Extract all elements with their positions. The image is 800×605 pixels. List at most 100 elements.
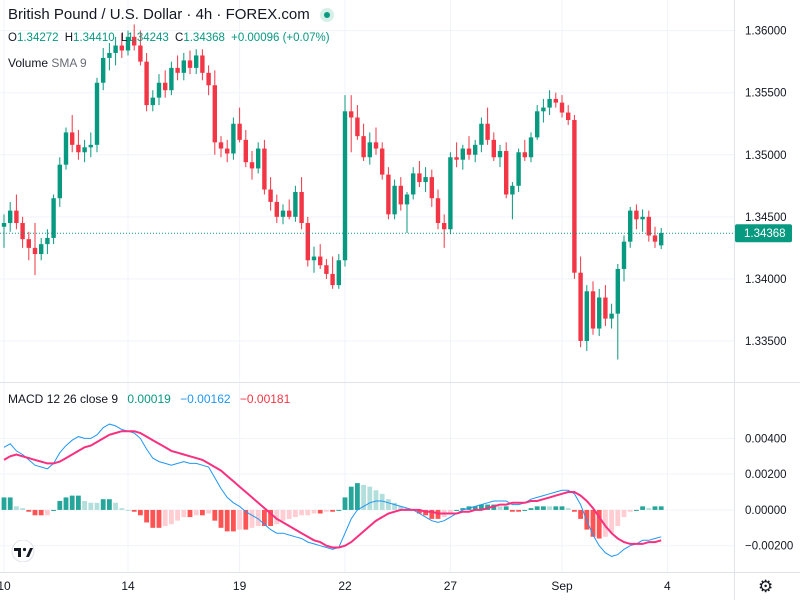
macd-histogram-bar: [336, 509, 342, 511]
macd-histogram-bar: [274, 509, 280, 525]
macd-histogram-bar: [193, 509, 199, 516]
candle: [330, 256, 335, 289]
candle: [187, 50, 193, 75]
time-tick-label: 10: [0, 579, 11, 593]
signal-value: −0.00162: [180, 392, 231, 406]
candle: [1, 214, 7, 248]
macd-histogram-bar: [206, 509, 211, 514]
macd-histogram-bar: [162, 509, 168, 527]
low-label: L: [120, 32, 128, 44]
macd-name: MACD: [8, 392, 44, 406]
candle: [318, 244, 323, 269]
macd-histogram-bar: [528, 508, 534, 510]
macd-histogram-bar: [479, 504, 484, 510]
macd-histogram-bar: [497, 506, 503, 510]
macd-histogram-bar: [646, 508, 652, 510]
candle-body: [51, 198, 56, 238]
candle-body: [541, 107, 546, 112]
candle-body: [380, 148, 385, 175]
settings-gear-icon[interactable]: ⚙: [758, 577, 774, 596]
candle-body: [590, 291, 596, 329]
candle: [287, 199, 292, 220]
candle-body: [200, 55, 205, 73]
candle: [646, 210, 651, 242]
macd-histogram-bar: [348, 486, 354, 510]
candle: [615, 264, 620, 360]
macd-histogram-bar: [305, 509, 311, 516]
macd-histogram-bar: [175, 509, 180, 521]
macd-histogram-bar: [361, 484, 366, 510]
candle: [603, 285, 608, 327]
candle: [274, 194, 279, 224]
macd-histogram-bar: [150, 509, 156, 528]
candle-body: [187, 60, 193, 68]
macd-histogram-bar: [51, 509, 56, 511]
macd-histogram-bar: [330, 509, 335, 512]
candle: [243, 129, 248, 168]
tradingview-logo-icon[interactable]: [8, 540, 38, 562]
macd-histogram-bar: [38, 509, 44, 516]
candle: [150, 90, 155, 112]
candle: [398, 177, 403, 211]
volume-indicator-label[interactable]: Volume SMA 9: [8, 56, 87, 70]
candle-body: [609, 313, 614, 319]
candle-body: [1, 223, 7, 227]
candle-body: [566, 112, 571, 120]
candle-body: [138, 45, 143, 62]
macd-indicator-label[interactable]: MACD 12 26 close 9 0.00019 −0.00162 −0.0…: [8, 392, 290, 406]
macd-histogram-bar: [7, 497, 13, 510]
candle: [609, 303, 614, 329]
candle-body: [628, 210, 633, 242]
candle: [541, 98, 546, 123]
candle: [51, 194, 56, 245]
time-tick-label: 19: [233, 579, 247, 593]
macd-histogram-bar: [212, 509, 218, 521]
candle-body: [237, 123, 242, 140]
candle-body: [330, 273, 335, 286]
candle: [634, 204, 639, 230]
close-value: 1.34368: [183, 32, 225, 44]
candle: [448, 152, 453, 235]
candle: [597, 288, 602, 336]
macd-histogram-bar: [627, 509, 633, 512]
candle: [305, 216, 310, 267]
candle: [572, 115, 577, 279]
candle-body: [225, 148, 230, 154]
symbol-title[interactable]: British Pound / U.S. Dollar · 4h · FOREX…: [8, 6, 310, 23]
macd-histogram-bar: [417, 509, 422, 514]
macd-histogram-bar: [559, 506, 565, 510]
candle: [249, 151, 255, 180]
price-tick-label: 1.34500: [745, 212, 787, 224]
candle: [57, 157, 62, 207]
candle-body: [39, 244, 44, 255]
candle-body: [336, 260, 341, 286]
candle-body: [324, 265, 329, 274]
candle: [231, 117, 236, 160]
candle-body: [404, 194, 410, 205]
candle-body: [423, 177, 428, 183]
macd-histogram-bar: [299, 509, 304, 516]
candle-body: [293, 192, 298, 217]
candle: [380, 142, 385, 180]
price-tick-label: 1.33500: [745, 336, 787, 348]
market-status-icon: [319, 7, 334, 22]
macd-histogram-bar: [386, 499, 391, 510]
macd-histogram-bar: [392, 502, 397, 510]
change-value: +0.00096 (+0.07%): [231, 32, 330, 44]
candle-body: [132, 36, 137, 46]
candle: [82, 139, 87, 163]
candle-body: [392, 185, 397, 215]
candle-body: [386, 174, 391, 215]
candle: [349, 95, 354, 153]
macd-histogram-bar: [317, 509, 323, 514]
macd-histogram-bar: [565, 508, 571, 510]
candle: [628, 206, 633, 248]
macd-histogram-bar: [398, 506, 404, 510]
macd-histogram-bar: [516, 509, 521, 512]
open-value: 1.34272: [16, 32, 59, 44]
candle: [404, 192, 410, 233]
candle-body: [150, 97, 155, 106]
candle-body: [218, 142, 224, 149]
